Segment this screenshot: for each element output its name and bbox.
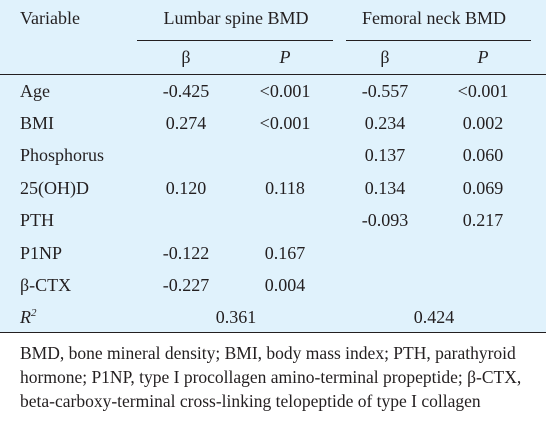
fn-p: 0.002 xyxy=(462,113,504,133)
row-label: P1NP xyxy=(20,243,63,263)
subheader-fn-beta: β xyxy=(380,47,390,67)
fn-beta: 0.234 xyxy=(364,113,406,133)
ls-p: <0.001 xyxy=(259,113,311,133)
ls-beta: -0.425 xyxy=(162,81,210,101)
group-rule-femoral xyxy=(346,40,531,41)
row-label: BMI xyxy=(20,113,55,133)
header-femoral-neck-bmd: Femoral neck BMD xyxy=(362,8,506,28)
fn-p: 0.060 xyxy=(462,145,504,165)
group-rule-lumbar xyxy=(137,40,333,41)
row-label: β-CTX xyxy=(20,275,72,295)
fn-beta: -0.557 xyxy=(361,81,409,101)
r2-superscript: 2 xyxy=(31,307,37,319)
footer-rule xyxy=(0,332,546,333)
fn-p: 0.069 xyxy=(462,178,504,198)
header-rule xyxy=(0,74,546,75)
r2-label: R2 xyxy=(20,307,37,327)
r2-letter: R xyxy=(20,307,31,327)
fn-p: <0.001 xyxy=(457,81,509,101)
row-label: Phosphorus xyxy=(20,145,105,165)
footnote-area xyxy=(0,332,546,442)
ls-p: 0.004 xyxy=(264,275,306,295)
ls-p: 0.118 xyxy=(265,178,305,198)
subheader-fn-p: P xyxy=(477,47,489,67)
r2-femoral: 0.424 xyxy=(413,307,455,327)
fn-beta: 0.137 xyxy=(364,145,406,165)
subheader-ls-p: P xyxy=(279,47,291,67)
ls-beta: -0.122 xyxy=(162,243,210,263)
ls-beta: 0.274 xyxy=(165,113,207,133)
row-label: PTH xyxy=(20,210,55,230)
table-footnote: BMD, bone mineral density; BMI, body mas… xyxy=(20,343,522,411)
ls-p: <0.001 xyxy=(259,81,311,101)
fn-p: 0.217 xyxy=(462,210,504,230)
header-lumbar-spine-bmd: Lumbar spine BMD xyxy=(163,8,309,28)
ls-p: 0.167 xyxy=(264,243,306,263)
fn-beta: -0.093 xyxy=(361,210,409,230)
row-label: Age xyxy=(20,81,50,101)
header-variable: Variable xyxy=(20,8,80,28)
fn-beta: 0.134 xyxy=(364,178,406,198)
r2-lumbar: 0.361 xyxy=(215,307,257,327)
subheader-ls-beta: β xyxy=(181,47,191,67)
ls-beta: 0.120 xyxy=(165,178,207,198)
ls-beta: -0.227 xyxy=(162,275,210,295)
row-label: 25(OH)D xyxy=(20,178,89,198)
